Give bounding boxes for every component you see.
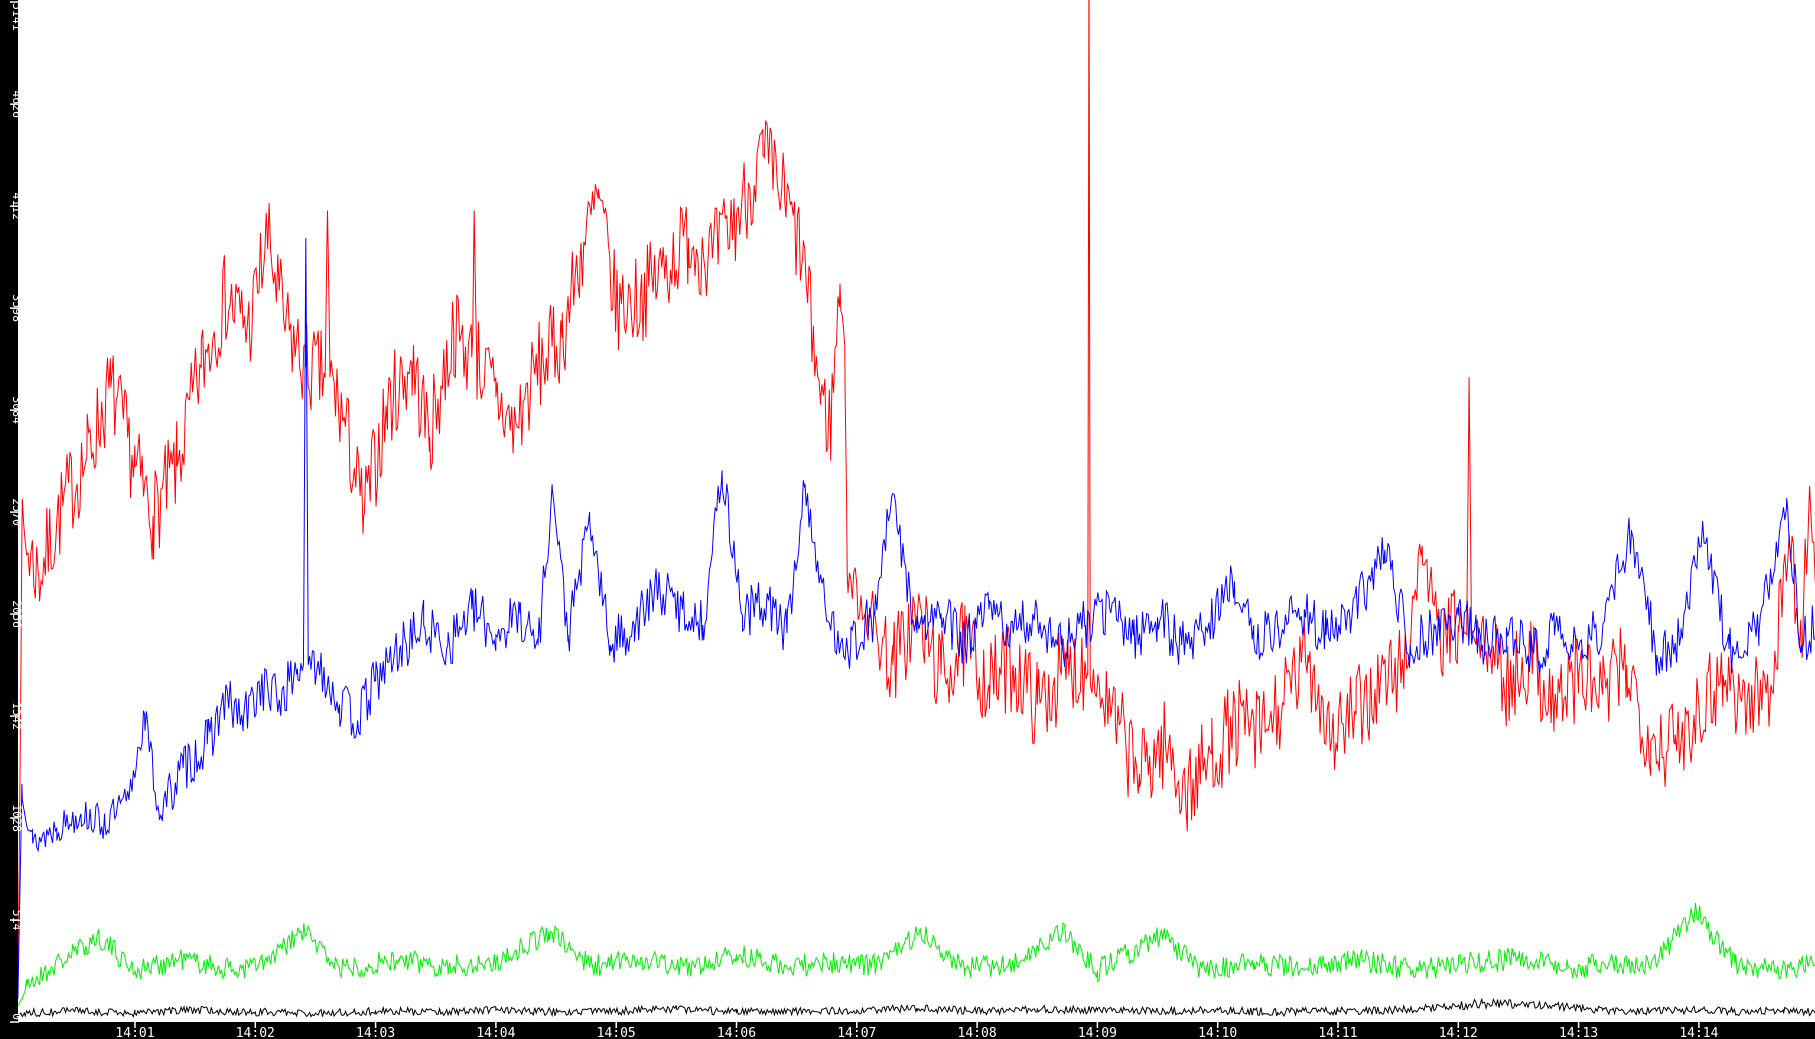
y-axis-tick-label: 3084: [10, 396, 24, 424]
y-axis: 0 514 1028 1542 2056 2570 3084 3598 4112 4626 5141: [10, 1, 24, 1023]
x-axis-bar: [0, 1022, 1815, 1039]
x-axis-tick-label: 14:06: [717, 1026, 756, 1039]
y-axis-tick-label: 2056: [10, 600, 24, 628]
y-axis-tick-label: 0: [10, 1013, 24, 1020]
x-axis: 14:01 14:02 14:03 14:04 14:05 14:06 14:07 14:08…: [115, 1020, 1719, 1039]
x-axis-tick-label: 14:01: [115, 1026, 154, 1039]
y-axis-tick-label: 4626: [10, 90, 24, 118]
y-axis-tick-label: 1542: [10, 702, 24, 730]
x-axis-tick-label: 14:05: [597, 1026, 636, 1039]
x-axis-tick-label: 14:14: [1679, 1026, 1718, 1039]
series-lines: [17, 0, 1815, 1019]
x-axis-tick-label: 14:12: [1439, 1026, 1478, 1039]
y-axis-bar: [0, 0, 18, 1039]
y-axis-tick-label: 5141: [10, 3, 24, 31]
y-axis-tick-label: 514: [10, 910, 24, 931]
x-axis-tick-label: 14:11: [1318, 1026, 1357, 1039]
x-axis-tick-label: 14:03: [356, 1026, 395, 1039]
x-axis-tick-label: 14:02: [236, 1026, 275, 1039]
x-axis-tick-label: 14:04: [476, 1026, 515, 1039]
y-axis-tick-label: 4112: [10, 192, 24, 220]
x-axis-tick-label: 14:09: [1078, 1026, 1117, 1039]
x-axis-tick-label: 14:07: [837, 1026, 876, 1039]
series-blue-line: [17, 238, 1815, 999]
series-green-line: [17, 902, 1815, 1007]
y-axis-tick-label: 1028: [10, 804, 24, 832]
y-axis-tick-label: 3598: [10, 294, 24, 322]
x-axis-tick-label: 14:13: [1559, 1026, 1598, 1039]
y-axis-tick-label: 2570: [10, 498, 24, 526]
series-black-line: [17, 997, 1815, 1019]
x-axis-tick-label: 14:10: [1198, 1026, 1237, 1039]
x-axis-tick-label: 14:08: [958, 1026, 997, 1039]
